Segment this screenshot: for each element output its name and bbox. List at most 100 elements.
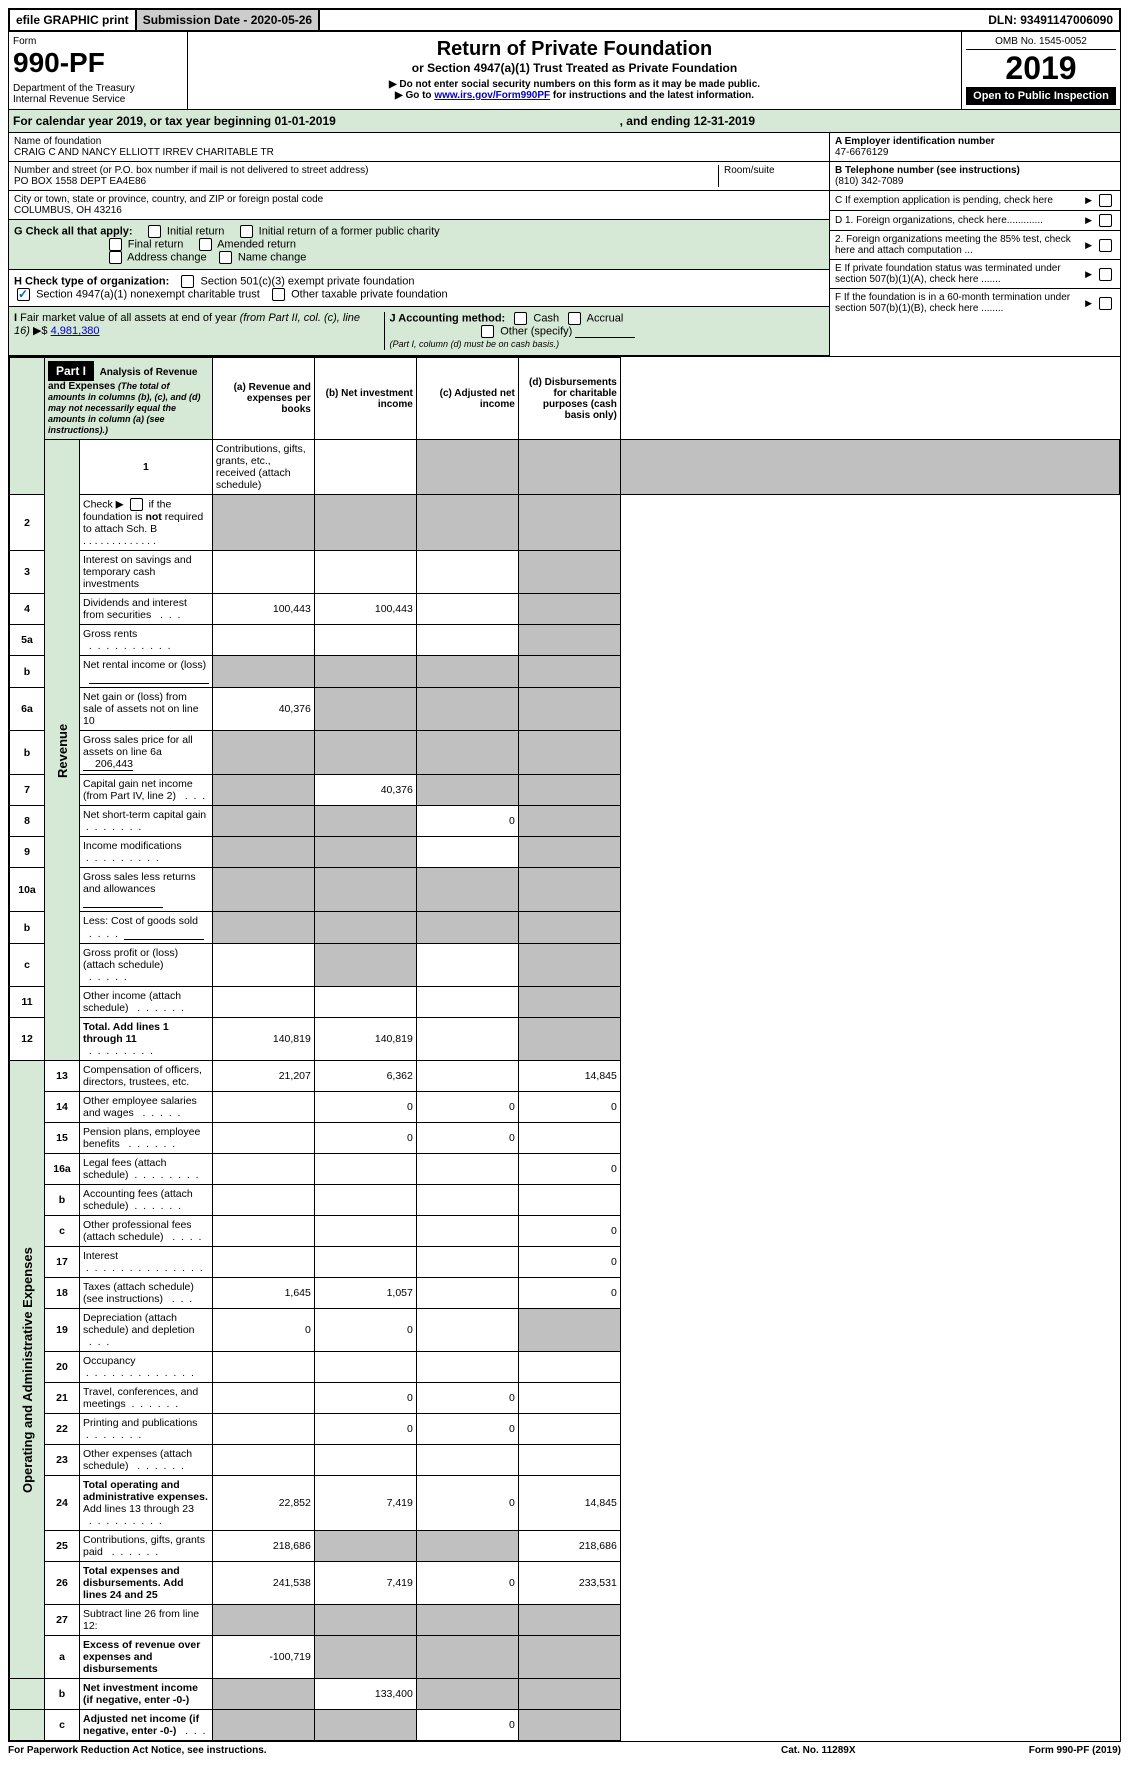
checkbox-d1[interactable] <box>1099 214 1112 227</box>
l12-b: 140,819 <box>314 1018 416 1061</box>
l6b-value: 206,443 <box>95 758 133 770</box>
form-label: Form <box>13 36 183 47</box>
f-label: F If the foundation is in a 60-month ter… <box>835 292 1081 314</box>
part1-table: Part I Analysis of Revenue and Expenses … <box>8 357 1121 1742</box>
section-i-j: I Fair market value of all assets at end… <box>9 307 829 356</box>
e-label: E If private foundation status was termi… <box>835 263 1081 285</box>
l24-c: 0 <box>416 1476 518 1531</box>
l27b-b: 133,400 <box>314 1679 416 1710</box>
calendar-year-row: For calendar year 2019, or tax year begi… <box>8 110 1121 133</box>
l18-b: 1,057 <box>314 1278 416 1309</box>
l26-c: 0 <box>416 1562 518 1605</box>
checkbox-other-taxable[interactable] <box>272 288 285 301</box>
expenses-side-label: Operating and Administrative Expenses <box>10 1061 45 1679</box>
city-state-zip: COLUMBUS, OH 43216 <box>14 205 824 216</box>
col-c-header: (c) Adjusted net income <box>416 358 518 440</box>
year-end: , and ending 12-31-2019 <box>620 114 1116 128</box>
dept-label: Department of the Treasury Internal Reve… <box>13 83 183 105</box>
section-h: H Check type of organization: Section 50… <box>9 270 829 307</box>
instr-1: ▶ Do not enter social security numbers o… <box>194 79 955 90</box>
l4-a: 100,443 <box>212 594 314 625</box>
j-note: (Part I, column (d) must be on cash basi… <box>390 339 560 349</box>
arrow-icon <box>1085 240 1092 251</box>
checkbox-d2[interactable] <box>1099 239 1112 252</box>
checkbox-name-change[interactable] <box>219 251 232 264</box>
l27a-a: -100,719 <box>212 1636 314 1679</box>
submission-date: Submission Date - 2020-05-26 <box>137 10 320 30</box>
paperwork-notice: For Paperwork Reduction Act Notice, see … <box>8 1745 781 1756</box>
checkbox-initial-return[interactable] <box>148 225 161 238</box>
form-footer: Form 990-PF (2019) <box>961 1745 1121 1756</box>
checkbox-accrual[interactable] <box>568 312 581 325</box>
checkbox-e[interactable] <box>1099 268 1112 281</box>
entity-info: Name of foundation CRAIG C AND NANCY ELL… <box>8 133 1121 357</box>
checkbox-c[interactable] <box>1099 194 1112 207</box>
phone-label: B Telephone number (see instructions) <box>835 165 1115 176</box>
foundation-name: CRAIG C AND NANCY ELLIOTT IRREV CHARITAB… <box>14 147 824 158</box>
c-label: C If exemption application is pending, c… <box>835 195 1081 206</box>
fmv-value[interactable]: 4,981,380 <box>51 325 100 337</box>
l7-b: 40,376 <box>314 775 416 806</box>
city-label: City or town, state or province, country… <box>14 194 824 205</box>
checkbox-501c3[interactable] <box>181 275 194 288</box>
address: PO BOX 1558 DEPT EA4E86 <box>14 176 718 187</box>
d1-label: D 1. Foreign organizations, check here..… <box>835 215 1081 226</box>
checkbox-f[interactable] <box>1099 297 1112 310</box>
checkbox-amended[interactable] <box>199 238 212 251</box>
section-g: G Check all that apply: Initial return I… <box>9 220 829 270</box>
l27c-c: 0 <box>416 1710 518 1741</box>
l13-a: 21,207 <box>212 1061 314 1092</box>
l26-a: 241,538 <box>212 1562 314 1605</box>
arrow-icon <box>1085 269 1092 280</box>
form-number: 990-PF <box>13 47 183 79</box>
arrow-icon <box>1085 195 1092 206</box>
ein-value: 47-6676129 <box>835 147 1115 158</box>
dln: DLN: 93491147006090 <box>982 10 1119 30</box>
open-to-public: Open to Public Inspection <box>966 87 1116 105</box>
l24-b: 7,419 <box>314 1476 416 1531</box>
d2-label: 2. Foreign organizations meeting the 85%… <box>835 234 1081 256</box>
cat-no: Cat. No. 11289X <box>781 1745 961 1756</box>
l26-d: 233,531 <box>518 1562 620 1605</box>
l24-d: 14,845 <box>518 1476 620 1531</box>
arrow-icon <box>1085 215 1092 226</box>
omb-number: OMB No. 1545-0052 <box>966 36 1116 50</box>
l13-d: 14,845 <box>518 1061 620 1092</box>
phone-value: (810) 342-7089 <box>835 176 1115 187</box>
col-a-header: (a) Revenue and expenses per books <box>212 358 314 440</box>
addr-label: Number and street (or P.O. box number if… <box>14 165 718 176</box>
checkbox-4947a1[interactable] <box>17 288 30 301</box>
l6a-a: 40,376 <box>212 688 314 731</box>
form-header: Form 990-PF Department of the Treasury I… <box>8 32 1121 110</box>
checkbox-other-method[interactable] <box>481 325 494 338</box>
efile-label: efile GRAPHIC print <box>10 10 137 30</box>
col-b-header: (b) Net investment income <box>314 358 416 440</box>
checkbox-initial-former[interactable] <box>240 225 253 238</box>
name-label: Name of foundation <box>14 136 824 147</box>
instr-2: ▶ Go to www.irs.gov/Form990PF for instru… <box>194 90 955 101</box>
revenue-side-label: Revenue <box>45 440 80 1061</box>
l18-a: 1,645 <box>212 1278 314 1309</box>
l25-d: 218,686 <box>518 1531 620 1562</box>
checkbox-final-return[interactable] <box>109 238 122 251</box>
l26-b: 7,419 <box>314 1562 416 1605</box>
top-bar: efile GRAPHIC print Submission Date - 20… <box>8 8 1121 32</box>
instr-link[interactable]: www.irs.gov/Form990PF <box>434 90 550 101</box>
col-d-header: (d) Disbursements for charitable purpose… <box>518 358 620 440</box>
l24-a: 22,852 <box>212 1476 314 1531</box>
checkbox-schb[interactable] <box>130 498 143 511</box>
l8-c: 0 <box>416 806 518 837</box>
tax-year: 2019 <box>966 50 1116 87</box>
l4-b: 100,443 <box>314 594 416 625</box>
form-title: Return of Private Foundation <box>194 38 955 61</box>
year-begin: For calendar year 2019, or tax year begi… <box>13 114 620 128</box>
checkbox-cash[interactable] <box>514 312 527 325</box>
checkbox-addr-change[interactable] <box>109 251 122 264</box>
arrow-icon <box>1085 298 1092 309</box>
part1-badge: Part I <box>48 361 94 381</box>
l25-a: 218,686 <box>212 1531 314 1562</box>
page-footer: For Paperwork Reduction Act Notice, see … <box>8 1742 1121 1759</box>
l13-b: 6,362 <box>314 1061 416 1092</box>
l12-a: 140,819 <box>212 1018 314 1061</box>
room-label: Room/suite <box>724 165 824 176</box>
